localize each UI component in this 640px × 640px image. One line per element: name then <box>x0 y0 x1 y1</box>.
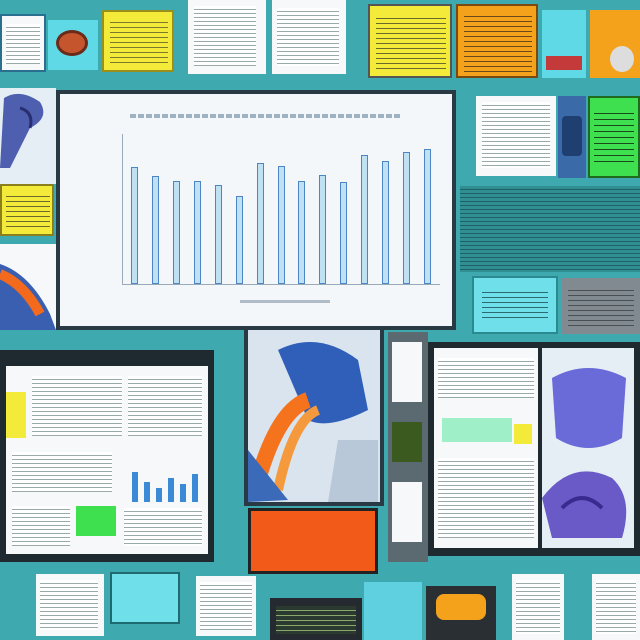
center-anatomy-frame <box>244 326 384 506</box>
bottom-doc-2 <box>196 576 256 636</box>
right-monitor <box>428 342 640 556</box>
top-yellow-sheet <box>368 4 452 78</box>
top-orange-sheet <box>456 4 538 78</box>
organ-illustration <box>56 30 88 56</box>
right-green-note <box>588 96 640 178</box>
bottom-cyan-strip <box>364 582 422 640</box>
spine-illustration <box>248 342 378 502</box>
chart-bar <box>340 182 348 284</box>
top-small-cyan <box>542 10 586 78</box>
chart-bar <box>382 161 390 284</box>
chart-bar <box>130 167 138 284</box>
bottom-doc-4 <box>592 574 640 640</box>
x-axis <box>122 284 440 285</box>
chart-bar <box>361 155 369 284</box>
chart-bar <box>256 162 264 284</box>
left-muscle-image <box>0 244 56 330</box>
center-anatomy-image <box>248 330 380 502</box>
pelvis-illustration <box>542 368 627 538</box>
top-anatomy-card <box>48 20 98 70</box>
muscle-illustration <box>0 264 56 330</box>
top-document-2 <box>272 0 346 74</box>
right-text-block <box>460 186 640 272</box>
right-monitor-doc <box>434 348 538 548</box>
chart-title-blur <box>130 114 400 118</box>
left-anatomy-image <box>0 88 56 184</box>
chart-bar <box>319 174 327 284</box>
center-right-strip <box>388 332 428 562</box>
right-grey-card <box>562 278 640 334</box>
x-axis-label-blur <box>240 300 330 303</box>
bar-area <box>124 134 438 284</box>
chart-panel <box>60 94 452 326</box>
bottom-dark-card <box>270 598 362 640</box>
bottom-cyan-card <box>110 572 180 624</box>
chart-bar <box>214 185 222 284</box>
right-document <box>476 96 556 176</box>
chart-bar <box>403 152 411 284</box>
chart-frame <box>56 90 456 330</box>
left-yellow-note <box>0 184 54 236</box>
mini-bar-chart <box>126 462 202 502</box>
top-right-orange <box>590 10 640 78</box>
chart-bar <box>172 180 180 284</box>
chart-bar <box>277 165 285 284</box>
top-yellow-note <box>102 10 174 72</box>
chart-bar <box>424 149 432 284</box>
top-left-note <box>0 14 46 72</box>
bone-illustration <box>0 93 44 168</box>
y-axis <box>122 134 123 284</box>
right-monitor-anatomy <box>542 348 634 548</box>
bottom-doc-3 <box>512 574 564 640</box>
bottom-orange-item <box>426 586 496 640</box>
chart-bar <box>235 195 243 284</box>
bottom-doc-1 <box>36 574 104 636</box>
orange-sign <box>248 508 378 574</box>
chart-bar <box>151 176 159 284</box>
top-document-1 <box>188 0 266 74</box>
chart-bar <box>298 180 306 284</box>
chart-bar <box>193 180 201 284</box>
lower-left-screen <box>6 366 208 554</box>
right-cyan-card <box>472 276 558 334</box>
lower-left-frame <box>0 350 214 562</box>
right-blue-poster <box>558 96 586 178</box>
